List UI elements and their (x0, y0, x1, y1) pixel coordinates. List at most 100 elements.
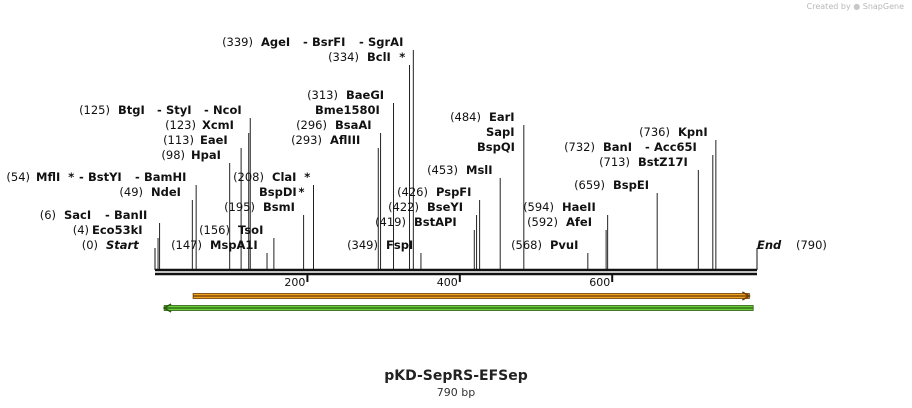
enzyme-name: BseYI (427, 200, 463, 214)
enzyme-name: AfeI (566, 215, 592, 229)
site-position: (6) (40, 208, 56, 222)
enzyme-name: NdeI (151, 185, 181, 199)
site-label-group: (339) AgeI - BsrFI - SgrAI (222, 35, 403, 49)
site-label-group: (4) Eco53kI (73, 223, 143, 237)
site-separator: - (204, 103, 209, 117)
plasmid-name: pKD-SepRS-EFSep (384, 368, 528, 384)
site-position: (125) (79, 103, 110, 117)
site-position: (98) (161, 148, 185, 162)
plasmid-length: 790 bp (436, 386, 476, 399)
site-position: (713) (599, 155, 630, 169)
enzyme-name: Eco53kI (92, 223, 143, 237)
credit-prefix: Created by (806, 2, 851, 11)
site-labels: (0) Start End (790)(4) Eco53kI(6) SacI - BanII(… (6, 35, 827, 252)
site-label-group: (113) EaeI (163, 133, 228, 147)
enzyme-name: BsrFI (312, 35, 345, 49)
site-label-group: (125) BtgI - StyI - NcoI (79, 103, 242, 117)
enzyme-name: SgrAI (368, 35, 403, 49)
site-label-group: (313) BaeGI (307, 88, 384, 102)
site-label-group: (349) FspI (347, 238, 413, 252)
site-separator: - (359, 35, 364, 49)
start-position: (0) (82, 238, 98, 252)
site-separator: - (105, 208, 110, 222)
enzyme-name: HpaI (191, 148, 221, 162)
enzyme-name: BspDI (259, 185, 297, 199)
site-label-group: (592) AfeI (527, 215, 592, 229)
site-position: (4) (73, 223, 89, 237)
enzyme-name: Bme1580I (315, 103, 380, 117)
site-label-group: (736) KpnI (639, 125, 708, 139)
site-label-group: (195) BsmI (224, 200, 295, 214)
site-position: (313) (307, 88, 338, 102)
site-label-group: (156) TsoI (199, 223, 263, 237)
feature-layer (162, 291, 754, 313)
site-label-group: (98) HpaI (161, 148, 221, 162)
enzyme-name: MflI (36, 170, 60, 184)
methylation-star-icon: * (399, 50, 405, 64)
site-position: (568) (511, 238, 542, 252)
enzyme-name: TsoI (238, 223, 263, 237)
enzyme-name: StyI (166, 103, 192, 117)
site-position: (49) (119, 185, 143, 199)
enzyme-name: BanI (603, 140, 632, 154)
site-lines (157, 50, 717, 270)
site-label-group: (208) ClaI * (233, 170, 310, 184)
site-label-group: (659) BspEI (574, 178, 649, 192)
enzyme-name: XcmI (202, 118, 234, 132)
enzyme-name: BclI (367, 50, 391, 64)
site-label-group: (426) PspFI (397, 185, 471, 199)
enzyme-name: SacI (64, 208, 91, 222)
site-label-group: (123) XcmI (165, 118, 234, 132)
site-position: (296) (296, 118, 327, 132)
site-position: (147) (171, 238, 202, 252)
site-position: (594) (523, 200, 554, 214)
site-separator: - (135, 170, 140, 184)
site-label-group: (422) BseYI (388, 200, 463, 214)
end-label: End (757, 238, 782, 252)
enzyme-name: SapI (486, 125, 515, 139)
site-position: (208) (233, 170, 264, 184)
ruler: 200 400 600 (284, 274, 614, 289)
site-label-group: (419) BstAPI (375, 215, 457, 229)
enzyme-name: EaeI (200, 133, 228, 147)
site-position: (293) (291, 133, 322, 147)
enzyme-name: ClaI (272, 170, 296, 184)
site-position: (419) (375, 215, 406, 229)
sequence-map: 200 400 600 (0) Start End (790) (4) Eco53kI (6) S… (6, 35, 827, 313)
site-label-group: BspDI * (259, 185, 305, 199)
reverse-feature-green (162, 303, 754, 313)
site-label-group: BspQI (477, 140, 515, 154)
site-position: (426) (397, 185, 428, 199)
site-label-group: (49) NdeI (119, 185, 181, 199)
credit-brand: SnapGene (862, 2, 904, 11)
site-label-group: (296) BsaAI (296, 118, 372, 132)
start-label: Start (106, 238, 139, 252)
methylation-star-icon: * (68, 170, 74, 184)
arrow-left-icon (162, 303, 172, 313)
site-separator: - (79, 170, 84, 184)
site-position: (339) (222, 35, 253, 49)
site-label-group: Bme1580I (315, 103, 380, 117)
site-position: (732) (564, 140, 595, 154)
forward-feature-orange (192, 291, 751, 301)
ruler-tick-label: 400 (437, 276, 458, 289)
snapgene-credit: Created by ● SnapGene (807, 2, 904, 11)
enzyme-name: BstYI (88, 170, 122, 184)
enzyme-name: BspQI (477, 140, 515, 154)
site-position: (156) (199, 223, 230, 237)
enzyme-name: PvuI (550, 238, 578, 252)
site-position: (54) (6, 170, 30, 184)
enzyme-name: BamHI (144, 170, 186, 184)
enzyme-name: BstZ17I (638, 155, 688, 169)
site-label-group: (334) BclI * (328, 50, 405, 64)
enzyme-name: EarI (489, 110, 515, 124)
site-position: (334) (328, 50, 359, 64)
site-position: (453) (427, 163, 458, 177)
site-label-group: (484) EarI (450, 110, 515, 124)
enzyme-name: BaeGI (346, 88, 384, 102)
site-position: (113) (163, 133, 194, 147)
enzyme-name: AflIII (330, 133, 360, 147)
enzyme-name: HaeII (562, 200, 596, 214)
enzyme-name: BstAPI (414, 215, 457, 229)
site-position: (422) (388, 200, 419, 214)
